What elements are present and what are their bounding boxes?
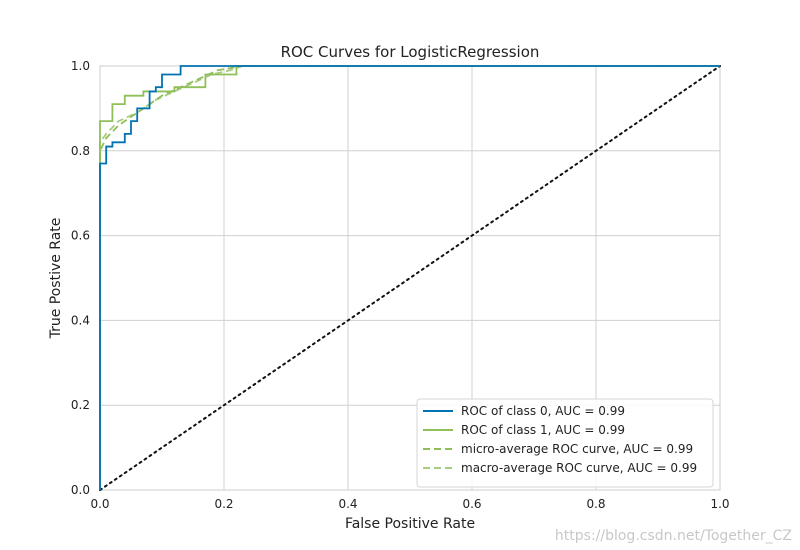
legend: ROC of class 0, AUC = 0.99 ROC of class 1… bbox=[416, 398, 714, 488]
x-tick-label: 0.8 bbox=[586, 497, 605, 511]
y-tick-label: 0.8 bbox=[71, 144, 90, 158]
y-tick-label: 0.6 bbox=[71, 229, 90, 243]
y-axis-label: True Postive Rate bbox=[48, 218, 64, 340]
y-tick-label: 0.0 bbox=[71, 483, 90, 497]
legend-label: ROC of class 0, AUC = 0.99 bbox=[461, 404, 625, 418]
x-tick-label: 0.4 bbox=[338, 497, 357, 511]
y-tick-label: 1.0 bbox=[71, 59, 90, 73]
y-tick-label: 0.4 bbox=[71, 313, 90, 327]
series-line-2 bbox=[99, 65, 720, 490]
x-tick-label: 1.0 bbox=[710, 497, 729, 511]
x-tick-label: 0.2 bbox=[214, 497, 233, 511]
series-line-0 bbox=[99, 65, 720, 490]
series-line-4 bbox=[99, 65, 721, 491]
series-line-1 bbox=[99, 65, 720, 490]
y-tick-label: 0.2 bbox=[71, 398, 90, 412]
x-axis-label: False Positive Rate bbox=[345, 516, 475, 532]
chart-title: ROC Curves for LogisticRegression bbox=[281, 43, 540, 61]
tick-labels: 0.0 0.2 0.4 0.6 0.8 1.0 0.0 0.2 0.4 0.6 0.8 1.0 bbox=[71, 59, 730, 511]
legend-label: ROC of class 1, AUC = 0.99 bbox=[461, 423, 625, 437]
series-layer bbox=[99, 65, 721, 491]
legend-label: micro-average ROC curve, AUC = 0.99 bbox=[461, 442, 693, 456]
x-tick-label: 0.6 bbox=[462, 497, 481, 511]
legend-label: macro-average ROC curve, AUC = 0.99 bbox=[461, 461, 697, 475]
legend-box bbox=[416, 398, 714, 488]
series-line-3 bbox=[99, 65, 720, 490]
watermark: https://blog.csdn.net/Together_CZ bbox=[554, 528, 792, 544]
x-tick-label: 0.0 bbox=[90, 497, 109, 511]
